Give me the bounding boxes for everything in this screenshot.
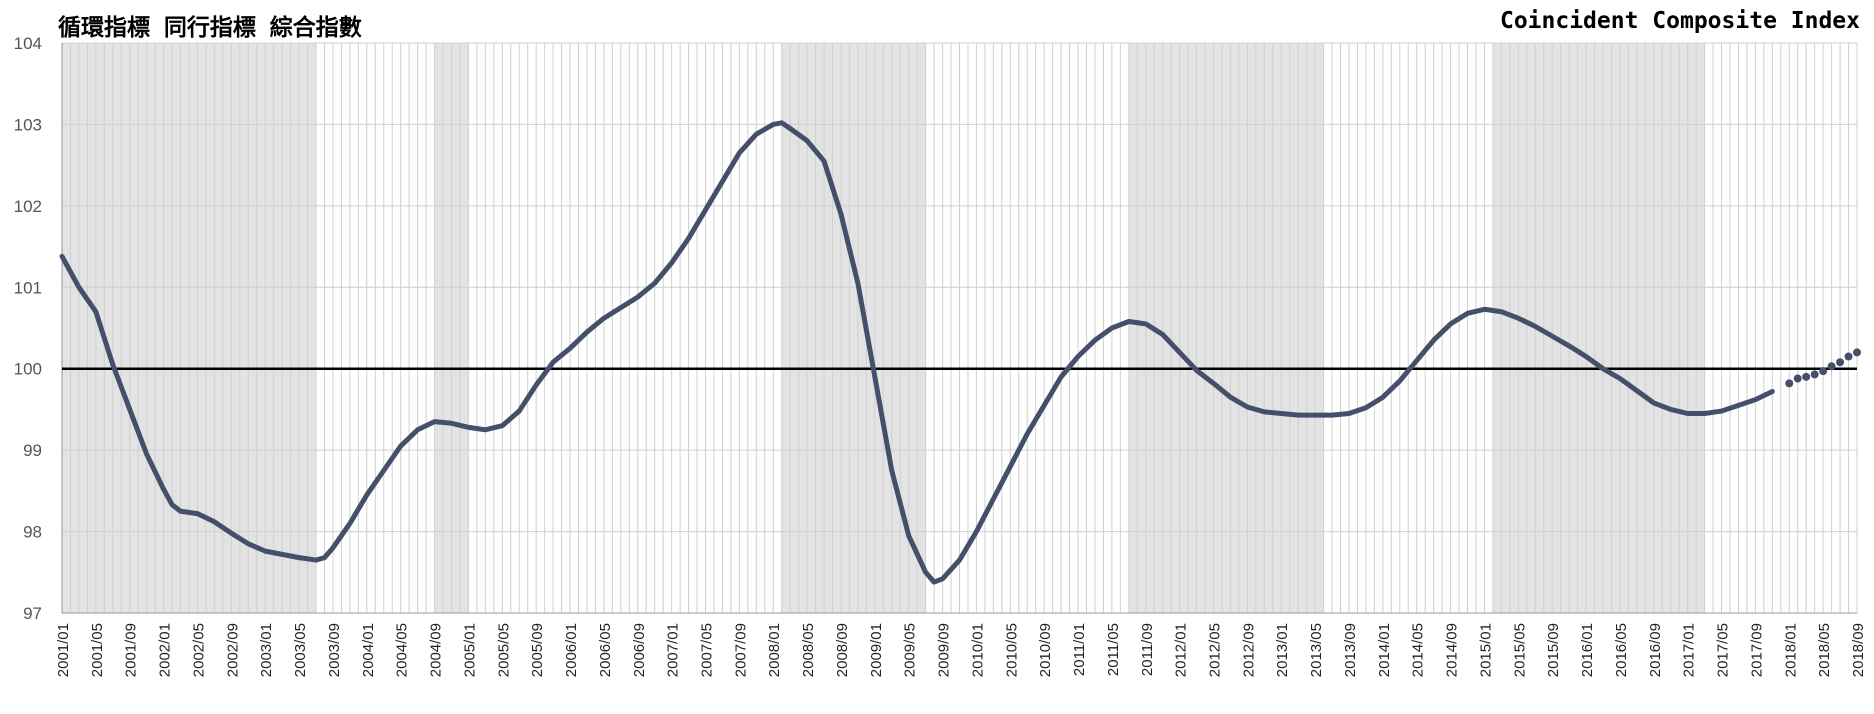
series-point-projected (1853, 348, 1861, 357)
grid-lines (61, 42, 1858, 614)
x-tick-label: 2014/09 (1444, 623, 1461, 677)
x-tick-label: 2010/05 (1003, 623, 1020, 677)
x-tick-label: 2003/05 (292, 623, 309, 677)
series-point-projected (1802, 372, 1811, 381)
x-tick-label: 2006/09 (631, 623, 648, 677)
x-tick-label: 2012/09 (1240, 623, 1257, 677)
y-tick-label: 100 (14, 360, 42, 379)
x-tick-label: 2008/01 (766, 623, 783, 677)
x-tick-label: 2004/01 (360, 623, 377, 677)
x-tick-labels: 2001/01 2001/05 2001/09 2002/01 2002/05 2002/… (55, 623, 1867, 677)
series-point-projected (1785, 379, 1794, 388)
series-point-projected (1836, 358, 1845, 367)
y-tick-label: 104 (14, 34, 42, 53)
axes (61, 43, 1857, 614)
x-tick-label: 2008/09 (834, 623, 851, 677)
x-tick-label: 2002/05 (190, 623, 207, 677)
series-point-projected (1810, 370, 1819, 379)
x-tick-label: 2017/09 (1748, 623, 1765, 677)
x-tick-label: 2017/01 (1681, 623, 1698, 677)
x-tick-label: 2007/09 (732, 623, 749, 677)
shaded-period (1128, 43, 1324, 613)
x-tick-label: 2011/09 (1139, 623, 1156, 676)
x-tick-label: 2015/09 (1545, 623, 1562, 677)
x-tick-label: 2001/05 (89, 623, 106, 677)
series-point-projected (1827, 362, 1836, 371)
x-tick-label: 2011/05 (1105, 623, 1122, 676)
y-tick-labels: 97 98 99 100 101 102 103 104 (14, 34, 42, 623)
x-tick-label: 2010/09 (1037, 623, 1054, 677)
x-tick-label: 2012/01 (1173, 623, 1190, 677)
y-tick-label: 101 (14, 278, 42, 297)
series-point-projected (1819, 367, 1828, 376)
series-line (59, 120, 1775, 585)
x-tick-label: 2004/09 (428, 623, 445, 677)
y-tick-label: 102 (14, 197, 42, 216)
y-tick-label: 103 (14, 115, 42, 134)
y-tick-label: 97 (23, 604, 42, 623)
x-tick-label: 2016/05 (1613, 623, 1630, 677)
x-tick-label: 2006/05 (597, 623, 614, 677)
x-tick-label: 2013/05 (1308, 623, 1325, 677)
x-tick-label: 2011/01 (1071, 623, 1088, 676)
x-tick-label: 2003/09 (326, 623, 343, 677)
series-point-projected (1793, 374, 1802, 383)
x-tick-label: 2005/05 (495, 623, 512, 677)
x-tick-label: 2013/09 (1342, 623, 1359, 677)
x-tick-label: 2007/05 (698, 623, 715, 677)
x-tick-label: 2014/05 (1410, 623, 1427, 677)
y-tick-label: 98 (23, 523, 42, 542)
chart-title-en: Coincident Composite Index (1499, 8, 1860, 34)
x-tick-label: 2006/01 (563, 623, 580, 677)
chart-title-zh: 循環指標 同行指標 綜合指數 (58, 15, 362, 41)
x-tick-label: 2009/09 (936, 623, 953, 677)
x-tick-label: 2016/01 (1579, 623, 1596, 677)
x-tick-label: 2012/05 (1207, 623, 1224, 677)
x-tick-label: 2004/05 (394, 623, 411, 677)
x-tick-label: 2016/09 (1647, 623, 1664, 677)
x-tick-label: 2003/01 (258, 623, 275, 677)
x-tick-label: 2010/01 (969, 623, 986, 677)
x-tick-label: 2018/05 (1816, 623, 1833, 677)
x-tick-label: 2009/01 (868, 623, 885, 677)
x-tick-label: 2001/01 (55, 623, 72, 677)
x-tick-label: 2009/05 (902, 623, 919, 677)
x-tick-label: 2002/09 (224, 623, 241, 677)
series-point-projected (1844, 352, 1853, 361)
y-tick-label: 99 (23, 441, 42, 460)
x-tick-label: 2013/01 (1274, 623, 1291, 677)
x-tick-label: 2017/05 (1715, 623, 1732, 677)
x-tick-label: 2002/01 (157, 623, 174, 677)
x-tick-label: 2015/01 (1477, 623, 1494, 677)
x-tick-label: 2005/01 (461, 623, 478, 677)
x-tick-label: 2008/05 (800, 623, 817, 677)
x-tick-label: 2018/09 (1850, 623, 1867, 677)
x-tick-label: 2018/01 (1782, 623, 1799, 677)
x-tick-label: 2001/09 (123, 623, 140, 677)
x-tick-label: 2005/09 (529, 623, 546, 677)
series-group (59, 120, 1861, 585)
x-tick-label: 2007/01 (665, 623, 682, 677)
shaded-periods (62, 43, 1705, 613)
x-tick-label: 2014/01 (1376, 623, 1393, 677)
x-tick-label: 2015/05 (1511, 623, 1528, 677)
shaded-period (1492, 43, 1705, 613)
